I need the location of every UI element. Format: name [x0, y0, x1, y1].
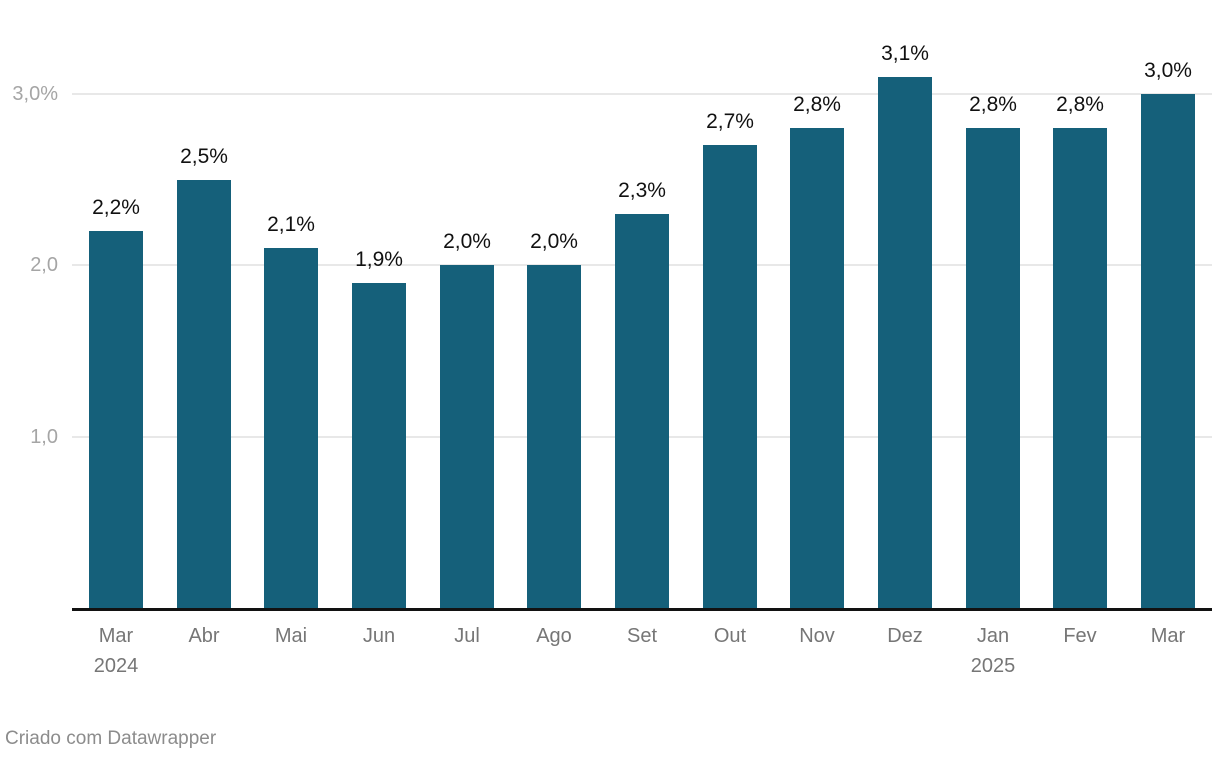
- x-axis-tick-label: Set: [594, 621, 690, 651]
- x-axis-tick-label: Nov: [769, 621, 865, 651]
- bar-dez-9: [878, 77, 932, 608]
- x-axis-tick-label: Dez: [857, 621, 953, 651]
- bar-value-label: 2,0%: [443, 230, 491, 253]
- x-tick-year: 2025: [970, 655, 1016, 677]
- x-tick-month: Mai: [274, 625, 308, 647]
- bar-ago-5: [527, 265, 581, 608]
- bar-value-label: 3,0%: [1144, 59, 1192, 82]
- x-tick-month: Set: [626, 625, 658, 647]
- bar-value-label: 2,3%: [618, 179, 666, 202]
- bar-jul-4: [440, 265, 494, 608]
- x-tick-month: Abr: [188, 625, 220, 647]
- bar-mai-2: [264, 248, 318, 608]
- x-tick-month: Mar: [1150, 625, 1186, 647]
- bar-value-label: 2,2%: [92, 196, 140, 219]
- x-axis-tick-label: Jul: [419, 621, 515, 651]
- bar-value-label: 3,1%: [881, 42, 929, 65]
- bar-value-label: 2,8%: [969, 93, 1017, 116]
- bar-jun-3: [352, 283, 406, 608]
- y-axis-tick-label: 3,0%: [12, 83, 58, 106]
- y-axis-tick-label: 1,0: [30, 425, 58, 448]
- x-tick-month: Mar: [98, 625, 134, 647]
- bar-mar-12: [1141, 94, 1195, 608]
- x-axis-tick-label: Jun: [331, 621, 427, 651]
- x-tick-month: Nov: [799, 625, 835, 647]
- bar-value-label: 2,0%: [530, 230, 578, 253]
- bar-value-label: 1,9%: [355, 248, 403, 271]
- x-tick-year: 2024: [93, 655, 139, 677]
- gridline-3: [72, 93, 1212, 96]
- bar-value-label: 2,8%: [793, 93, 841, 116]
- x-axis-tick-label: Mar: [1120, 621, 1216, 651]
- x-axis-tick-label: Abr: [156, 621, 252, 651]
- x-tick-month: Jun: [362, 625, 396, 647]
- x-axis-tick-label: Fev: [1032, 621, 1128, 651]
- bar-nov-8: [790, 128, 844, 608]
- x-tick-month: Jul: [454, 625, 480, 647]
- bar-value-label: 2,7%: [706, 110, 754, 133]
- bar-value-label: 2,5%: [180, 145, 228, 168]
- bar-jan-10: [966, 128, 1020, 608]
- bar-value-label: 2,8%: [1056, 93, 1104, 116]
- x-axis-tick-label: Out: [682, 621, 778, 651]
- bar-out-7: [703, 145, 757, 608]
- x-tick-month: Fev: [1063, 625, 1097, 647]
- y-axis-tick-label: 2,0: [30, 254, 58, 277]
- bar-abr-1: [177, 180, 231, 608]
- x-tick-month: Out: [713, 625, 747, 647]
- bar-mar-0: [89, 231, 143, 608]
- x-axis-tick-label: Mai: [243, 621, 339, 651]
- x-axis-tick-label: Ago: [506, 621, 602, 651]
- bar-fev-11: [1053, 128, 1107, 608]
- x-tick-month: Jan: [976, 625, 1010, 647]
- bar-set-6: [615, 214, 669, 608]
- bar-value-label: 2,1%: [267, 213, 315, 236]
- x-axis-tick-label: Jan 2025: [945, 621, 1041, 681]
- x-tick-month: Ago: [536, 625, 572, 647]
- x-axis-tick-label: Mar 2024: [68, 621, 164, 681]
- x-axis-line: [72, 608, 1212, 611]
- x-tick-month: Dez: [887, 625, 923, 647]
- chart-credit: Criado com Datawrapper: [5, 728, 217, 749]
